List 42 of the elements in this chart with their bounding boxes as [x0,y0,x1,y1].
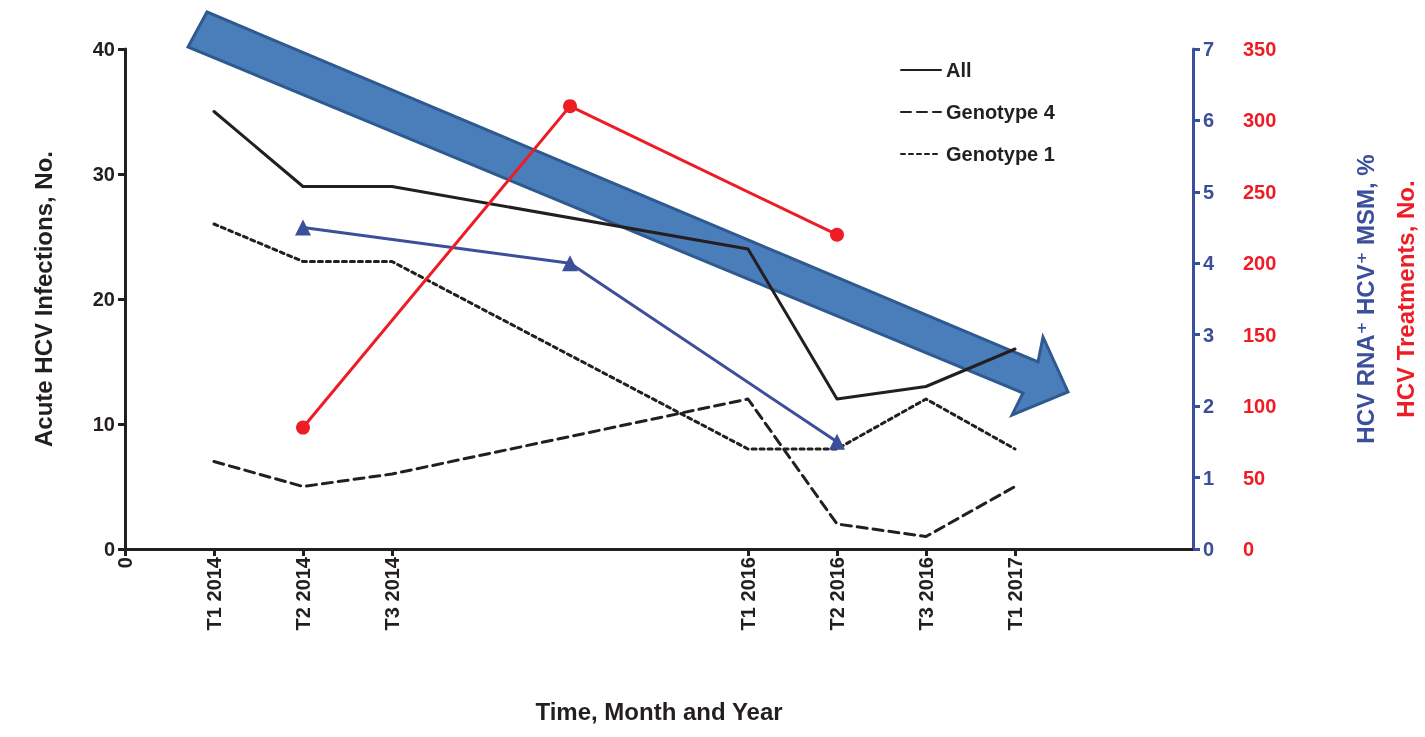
x-tick-label: T1 2017 [1004,557,1026,631]
y-tick-label: 10 [92,413,115,435]
y3-tick-label: 0 [1243,538,1255,560]
y3-tick-label: 200 [1243,252,1277,275]
y2-tick-label: 7 [1203,38,1215,60]
legend-label: Genotype 4 [946,101,1056,123]
y3-tick-label: 100 [1243,395,1277,418]
point [563,99,577,114]
y2-tick-label: 3 [1203,323,1215,346]
y2-tick-label: 2 [1203,395,1215,418]
point [829,433,845,450]
x-axis-title: Time, Month and Year [535,697,783,725]
y2-axis-title: HCV RNA⁺ HCV⁺ MSM, % [1351,154,1379,444]
y3-tick-label: 50 [1243,466,1266,489]
x-tick-label: T2 2014 [292,556,314,631]
y3-tick-label: 350 [1243,38,1277,60]
y3-tick-label: 300 [1243,109,1277,132]
point [296,420,310,435]
y2-tick-label: 6 [1203,109,1215,132]
x-tick-label: T3 2016 [915,557,937,631]
point [830,227,844,242]
point [562,255,578,272]
x-tick-label: T2 2016 [826,557,848,631]
x-tick-label: T1 2014 [203,556,225,631]
y3-tick-label: 150 [1243,323,1277,346]
y-tick-label: 0 [103,538,115,560]
y3-tick-label: 250 [1243,180,1277,203]
x-tick-label: T3 2014 [381,556,403,631]
x-tick-label: T1 2016 [737,557,759,631]
x-tick-label: 0 [114,557,136,569]
y-tick-label: 30 [92,163,115,185]
y-tick-label: 20 [92,288,115,310]
y2-tick-label: 5 [1203,180,1215,203]
y2-tick-label: 1 [1203,466,1215,489]
y2-tick-label: 0 [1203,538,1215,560]
legend-label: Genotype 1 [946,143,1055,165]
y-axis-title: Acute HCV Infections, No. [29,150,57,448]
y3-axis-title: HCV Treatments, No. [1391,180,1419,418]
y2-tick-label: 4 [1203,252,1215,275]
legend-label: All [946,59,972,81]
point [295,219,311,236]
y-tick-label: 40 [92,38,115,60]
